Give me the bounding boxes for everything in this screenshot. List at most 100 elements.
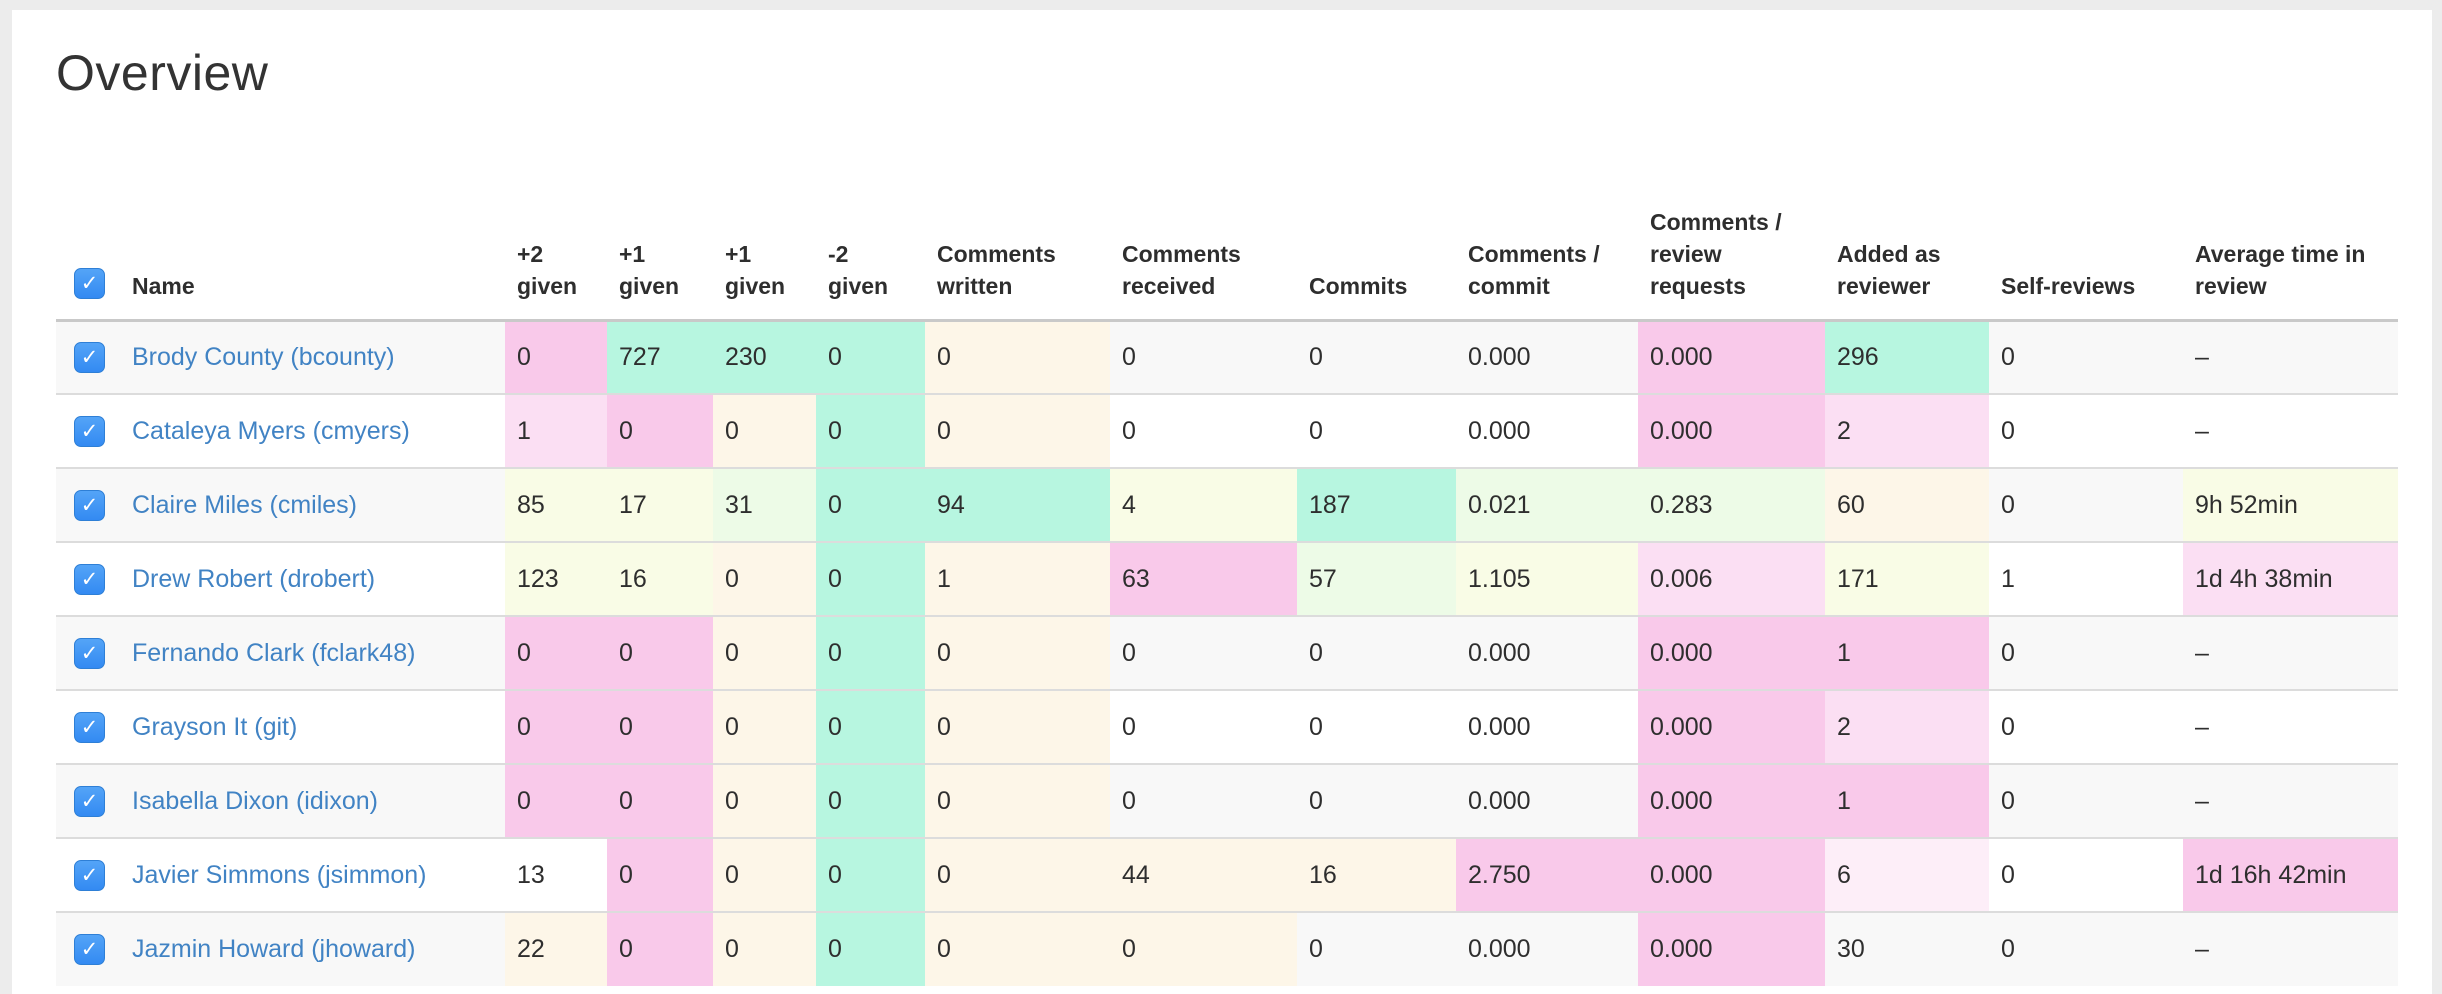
stat-cell: 0 (816, 541, 925, 617)
stat-cell: 0 (1110, 763, 1297, 839)
row-checkbox[interactable] (74, 637, 105, 669)
stat-cell: – (2195, 342, 2209, 371)
page-title: Overview (56, 45, 269, 101)
user-link[interactable]: Cataleya Myers (cmyers) (132, 416, 410, 445)
stat-cell: 0 (1989, 689, 2183, 765)
stat-cell: 0 (925, 837, 1110, 913)
row-checkbox[interactable] (74, 711, 105, 743)
user-link[interactable]: Fernando Clark (fclark48) (132, 638, 416, 667)
stat-cell: 0 (1110, 393, 1297, 469)
stat-cell: 0 (1989, 837, 2183, 913)
stat-cell: – (2183, 393, 2398, 469)
stat-cell: 0 (1297, 911, 1456, 987)
stat-cell: 296 (1825, 320, 1989, 395)
stat-cell: 1d 4h 38min (2183, 541, 2398, 617)
stat-cell: 44 (1110, 837, 1297, 913)
stat-cell: 0.000 (1638, 837, 1825, 913)
table-row: Cataleya Myers (cmyers)10000000.0000.000… (56, 393, 2398, 469)
row-checkbox-cell (56, 467, 120, 543)
stat-cell: 1d 16h 42min (2183, 837, 2398, 913)
stat-cell: 0 (1309, 342, 1323, 371)
row-checkbox[interactable] (74, 785, 105, 817)
column-header: +1 given (607, 146, 713, 322)
stat-cell: 60 (1825, 467, 1989, 543)
stat-cell: 16 (1297, 837, 1456, 913)
user-link[interactable]: Drew Robert (drobert) (132, 564, 376, 593)
stat-cell: 85 (505, 467, 607, 543)
row-checkbox-cell (56, 689, 120, 765)
column-header: -2 given (816, 146, 925, 322)
column-header: Comments / review requests (1638, 146, 1825, 322)
user-link[interactable]: Isabella Dixon (idixon) (132, 786, 378, 815)
column-header: Commits (1297, 146, 1456, 322)
stat-cell: 0.000 (1638, 393, 1825, 469)
table-row: Javier Simmons (jsimmon)13000044162.7500… (56, 837, 2398, 913)
stat-cell: 0 (1297, 689, 1456, 765)
stat-cell: 1.105 (1456, 541, 1638, 617)
user-link[interactable]: Jazmin Howard (jhoward) (132, 935, 416, 964)
user-link[interactable]: Brody County (bcounty) (132, 342, 395, 371)
stat-cell: 2 (1825, 393, 1989, 469)
stat-cell: 30 (1825, 911, 1989, 987)
stat-cell: 727 (607, 320, 713, 395)
column-header: Added as reviewer (1825, 146, 1989, 322)
stat-cell: 0 (1297, 615, 1456, 691)
select-all-header (56, 146, 120, 322)
row-checkbox[interactable] (74, 934, 105, 966)
stat-cell: 0 (1989, 763, 2183, 839)
stat-cell: 0.000 (1638, 320, 1825, 395)
stat-cell: 187 (1297, 467, 1456, 543)
column-header: +2 given (505, 146, 607, 322)
row-checkbox-cell (56, 541, 120, 617)
stat-cell: 0 (816, 615, 925, 691)
table-row: Brody County (bcounty)072723000000.0000.… (56, 320, 2398, 395)
stat-cell: 4 (1110, 467, 1297, 543)
user-link[interactable]: Grayson It (git) (132, 712, 298, 741)
stat-cell: 57 (1297, 541, 1456, 617)
stat-cell: 17 (607, 467, 713, 543)
column-header: +1 given (713, 146, 816, 322)
user-link[interactable]: Claire Miles (cmiles) (132, 490, 358, 519)
stat-cell: 0 (1110, 911, 1297, 987)
user-link[interactable]: Javier Simmons (jsimmon) (132, 860, 427, 889)
stat-cell: 1 (1989, 541, 2183, 617)
stat-cell: 123 (505, 541, 607, 617)
table-row: Claire Miles (cmiles)85173109441870.0210… (56, 467, 2398, 543)
stat-cell: 0 (505, 689, 607, 765)
column-header: Comments / commit (1456, 146, 1638, 322)
stat-cell: 0 (1297, 763, 1456, 839)
stat-cell: 0 (1110, 615, 1297, 691)
name-column-header: Name (120, 146, 505, 322)
row-checkbox[interactable] (74, 563, 105, 595)
stat-cell: 0 (816, 467, 925, 543)
stat-cell: 0 (607, 689, 713, 765)
stat-cell: 0.021 (1456, 467, 1638, 543)
stat-cell: 0 (925, 320, 1110, 395)
row-checkbox[interactable] (74, 341, 105, 373)
user-name-cell: Claire Miles (cmiles) (120, 467, 505, 543)
user-name-cell: Grayson It (git) (120, 689, 505, 765)
row-checkbox-cell (56, 320, 120, 394)
stat-cell: 0 (505, 615, 607, 691)
stat-cell: 0 (816, 763, 925, 839)
select-all-checkbox[interactable] (74, 267, 105, 299)
table-row: Drew Robert (drobert)1231600163571.1050.… (56, 541, 2398, 617)
stat-cell: 2 (1825, 689, 1989, 765)
stat-cell: 16 (607, 541, 713, 617)
user-name-cell: Cataleya Myers (cmyers) (120, 393, 505, 469)
stat-cell: 94 (925, 467, 1110, 543)
row-checkbox[interactable] (74, 859, 105, 891)
row-checkbox[interactable] (74, 415, 105, 447)
column-header: Comments written (925, 146, 1110, 322)
stat-cell: 0 (505, 320, 607, 395)
stat-cell: 0.000 (1638, 911, 1825, 987)
stat-cell: 0 (505, 763, 607, 839)
user-name-cell: Javier Simmons (jsimmon) (120, 837, 505, 913)
stat-cell: 0 (713, 541, 816, 617)
table-row: Jazmin Howard (jhoward)220000000.0000.00… (56, 911, 2398, 987)
stat-cell: 0 (713, 911, 816, 987)
stat-cell: 0 (1110, 689, 1297, 765)
row-checkbox[interactable] (74, 489, 105, 521)
stat-cell: – (2183, 615, 2398, 691)
